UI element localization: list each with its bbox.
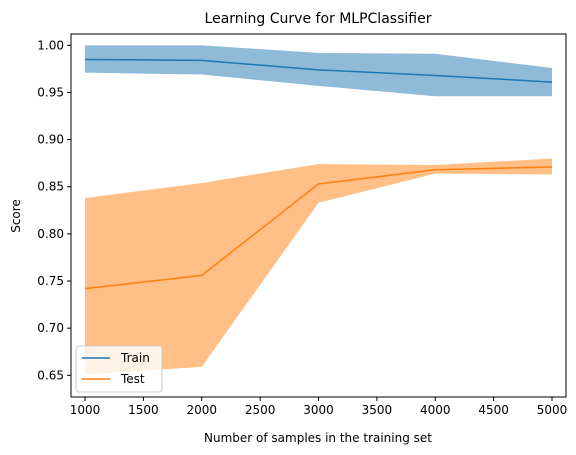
- x-tick-label: 1500: [128, 403, 159, 417]
- legend-label-test: Test: [120, 372, 145, 386]
- legend-label-train: Train: [120, 351, 150, 365]
- x-tick-label: 2500: [245, 403, 276, 417]
- x-tick-label: 3000: [303, 403, 334, 417]
- x-axis-ticks: 1000 1500 2000 2500 3000 3500 4000 4500 5000: [70, 397, 568, 417]
- x-tick-label: 4500: [478, 403, 509, 417]
- y-tick-label: 0.70: [37, 321, 64, 335]
- x-tick-label: 5000: [537, 403, 568, 417]
- x-tick-label: 2000: [186, 403, 217, 417]
- y-axis-label: Score: [9, 199, 23, 233]
- x-tick-label: 3500: [362, 403, 393, 417]
- legend: Train Test: [75, 345, 163, 393]
- x-tick-label: 4000: [420, 403, 451, 417]
- chart-title: Learning Curve for MLPClassifier: [205, 11, 432, 27]
- y-tick-label: 0.85: [37, 180, 64, 194]
- y-tick-label: 0.95: [37, 85, 64, 99]
- y-tick-label: 0.90: [37, 133, 64, 147]
- x-axis-label: Number of samples in the training set: [204, 431, 432, 445]
- y-tick-label: 0.65: [37, 368, 64, 382]
- x-tick-label: 1000: [70, 403, 101, 417]
- y-tick-label: 0.80: [37, 227, 64, 241]
- confidence-bands: [85, 45, 552, 375]
- band-test: [85, 158, 552, 375]
- y-tick-label: 0.75: [37, 274, 64, 288]
- y-tick-label: 1.00: [37, 38, 64, 52]
- y-axis-ticks: 0.65 0.70 0.75 0.80 0.85 0.90 0.95 1.00: [37, 38, 71, 382]
- series-lines: [84, 58, 553, 290]
- band-train: [85, 45, 552, 97]
